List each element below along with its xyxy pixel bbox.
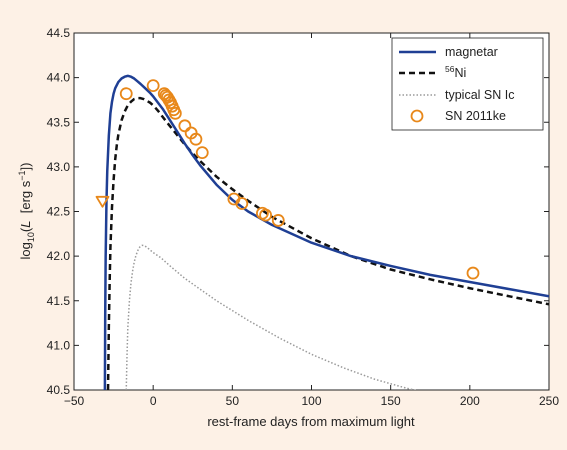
axis-ticks: −50 0 50 100 150 200 250 40.5 41.0 41.5 42.0 42.5 43… (47, 26, 560, 408)
y-tick-label: 41.5 (47, 294, 71, 308)
data-point-sn2011ke (178, 119, 192, 133)
y-tick-label: 40.5 (47, 383, 71, 397)
data-point-sn2011ke (119, 87, 133, 101)
plot-lines (103, 74, 549, 390)
data-point-sn2011ke (189, 132, 203, 146)
series-line-ni56 (106, 96, 549, 390)
upper-limit-marker (95, 195, 110, 208)
legend-label-ni56: 56Ni (445, 64, 466, 80)
series-line-magnetar (103, 74, 549, 390)
data-point-sn2011ke (168, 106, 182, 120)
y-tick-label: 41.0 (47, 338, 71, 352)
data-point-sn2011ke (271, 214, 285, 227)
x-tick-label: 250 (539, 394, 559, 408)
legend-marker-sn2011ke (410, 109, 424, 123)
plot-points (95, 79, 480, 280)
legend: magnetar 56Ni typical SN Ic SN 2011ke (391, 37, 544, 131)
y-tick-label: 42.0 (47, 249, 71, 263)
x-tick-label: 150 (381, 394, 401, 408)
data-point-sn2011ke (259, 208, 272, 222)
x-axis-label: rest-frame days from maximum light (207, 414, 415, 429)
x-tick-label: 100 (301, 394, 321, 408)
x-tick-label: 50 (226, 394, 240, 408)
legend-label-sn2011ke: SN 2011ke (445, 109, 506, 123)
data-point-sn2011ke (195, 146, 209, 159)
y-tick-label: 42.5 (47, 205, 71, 219)
y-axis-label: log10(L [erg s−1]) (17, 163, 36, 260)
y-tick-label: 44.5 (47, 26, 71, 40)
y-tick-label: 43.5 (47, 115, 71, 129)
data-point-sn2011ke (235, 197, 249, 210)
legend-box (391, 37, 544, 131)
x-tick-label: 200 (460, 394, 480, 408)
legend-label-typical-sn-ic: typical SN Ic (445, 88, 514, 102)
y-tick-label: 43.0 (47, 160, 71, 174)
data-point-sn2011ke (146, 79, 160, 93)
x-tick-label: −50 (64, 394, 85, 408)
data-point-sn2011ke (466, 266, 480, 280)
x-tick-label: 0 (150, 394, 157, 408)
legend-label-magnetar: magnetar (445, 45, 498, 59)
y-tick-label: 44.0 (47, 71, 71, 85)
